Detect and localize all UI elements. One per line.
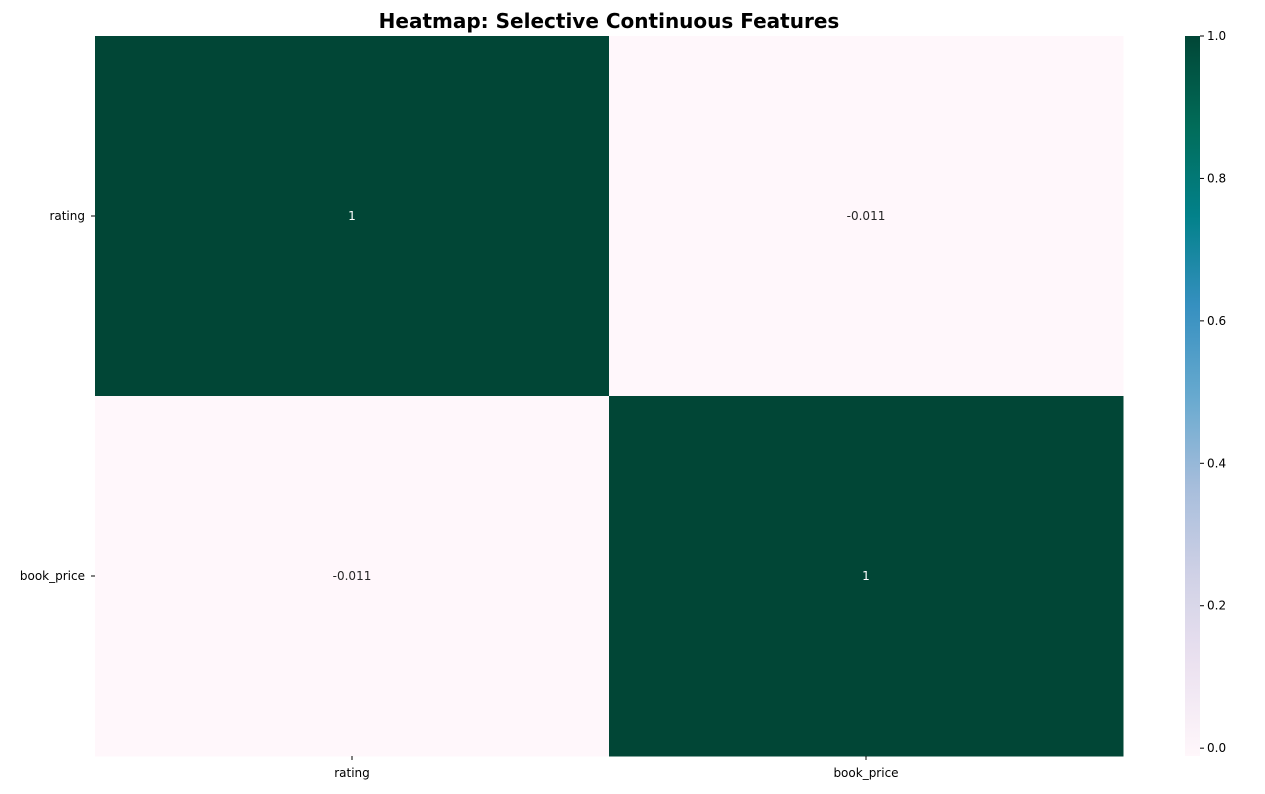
heatmap-cell-book_price-rating [95,396,610,757]
x-tick-label: rating [334,766,370,780]
colorbar-tick-label: 0.8 [1207,171,1226,185]
colorbar-tick-label: 1.0 [1207,29,1226,43]
y-axis: rating book_price [20,209,95,583]
heatmap-cell-book_price-book_price [609,396,1124,757]
colorbar: 0.0 0.2 0.4 0.6 0.8 1.0 [1185,29,1226,756]
cell-annotation: 1 [348,209,356,223]
cell-annotations: 1 -0.011 -0.011 1 [333,209,886,583]
cell-annotation: 1 [862,569,870,583]
heatmap-cells [95,36,1124,757]
y-tick-label: book_price [20,569,85,583]
cell-annotation: -0.011 [333,569,372,583]
cell-annotation: -0.011 [847,209,886,223]
colorbar-tick-label: 0.4 [1207,456,1226,470]
colorbar-tick-label: 0.2 [1207,599,1226,613]
colorbar-tick-label: 0.0 [1207,741,1226,755]
colorbar-gradient [1185,36,1200,756]
y-tick-label: rating [49,209,85,223]
heatmap-cell-rating-book_price [609,36,1124,397]
heatmap-cell-rating-rating [95,36,610,397]
x-axis: rating book_price [334,756,899,780]
chart-title: Heatmap: Selective Continuous Features [379,9,840,33]
colorbar-tick-label: 0.6 [1207,314,1226,328]
x-tick-label: book_price [833,766,898,780]
